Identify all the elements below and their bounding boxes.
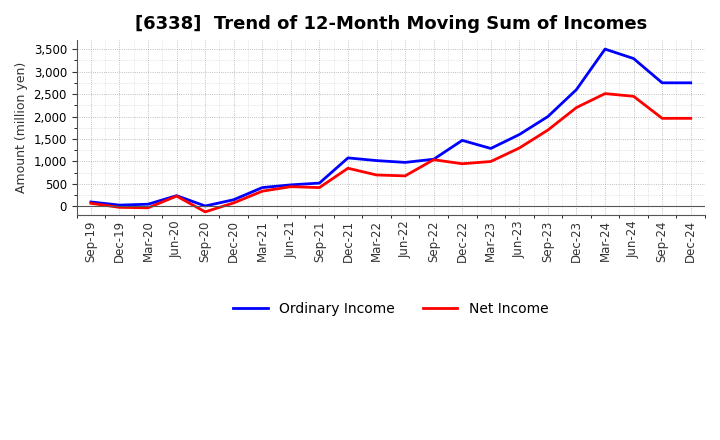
Ordinary Income (287, 182, 295, 187)
Ordinary Income (258, 185, 266, 190)
Ordinary Income (515, 132, 523, 137)
Y-axis label: Amount (million yen): Amount (million yen) (15, 62, 28, 194)
Net Income (258, 188, 266, 194)
Ordinary Income (172, 193, 181, 198)
Net Income (458, 161, 467, 166)
Ordinary Income (544, 114, 552, 119)
Net Income (572, 105, 581, 110)
Net Income (515, 145, 523, 150)
Net Income (115, 205, 124, 210)
Legend: Ordinary Income, Net Income: Ordinary Income, Net Income (228, 296, 554, 321)
Ordinary Income (658, 80, 667, 85)
Net Income (600, 91, 609, 96)
Ordinary Income (343, 155, 352, 161)
Net Income (172, 194, 181, 199)
Net Income (230, 200, 238, 205)
Net Income (144, 205, 153, 210)
Ordinary Income (230, 197, 238, 202)
Net Income (686, 116, 695, 121)
Net Income (315, 185, 324, 190)
Ordinary Income (458, 138, 467, 143)
Ordinary Income (401, 160, 410, 165)
Ordinary Income (572, 87, 581, 92)
Net Income (287, 184, 295, 189)
Net Income (201, 209, 210, 214)
Net Income (544, 128, 552, 133)
Net Income (86, 201, 95, 206)
Ordinary Income (201, 203, 210, 209)
Ordinary Income (600, 47, 609, 52)
Net Income (429, 157, 438, 162)
Net Income (658, 116, 667, 121)
Net Income (401, 173, 410, 179)
Line: Ordinary Income: Ordinary Income (91, 49, 690, 206)
Net Income (372, 172, 381, 178)
Ordinary Income (686, 80, 695, 85)
Title: [6338]  Trend of 12-Month Moving Sum of Incomes: [6338] Trend of 12-Month Moving Sum of I… (135, 15, 647, 33)
Ordinary Income (429, 157, 438, 162)
Net Income (487, 159, 495, 164)
Ordinary Income (372, 158, 381, 163)
Ordinary Income (315, 180, 324, 186)
Ordinary Income (629, 56, 638, 61)
Net Income (629, 94, 638, 99)
Ordinary Income (144, 202, 153, 207)
Ordinary Income (115, 202, 124, 208)
Net Income (343, 165, 352, 171)
Line: Net Income: Net Income (91, 94, 690, 212)
Ordinary Income (86, 199, 95, 205)
Ordinary Income (487, 146, 495, 151)
